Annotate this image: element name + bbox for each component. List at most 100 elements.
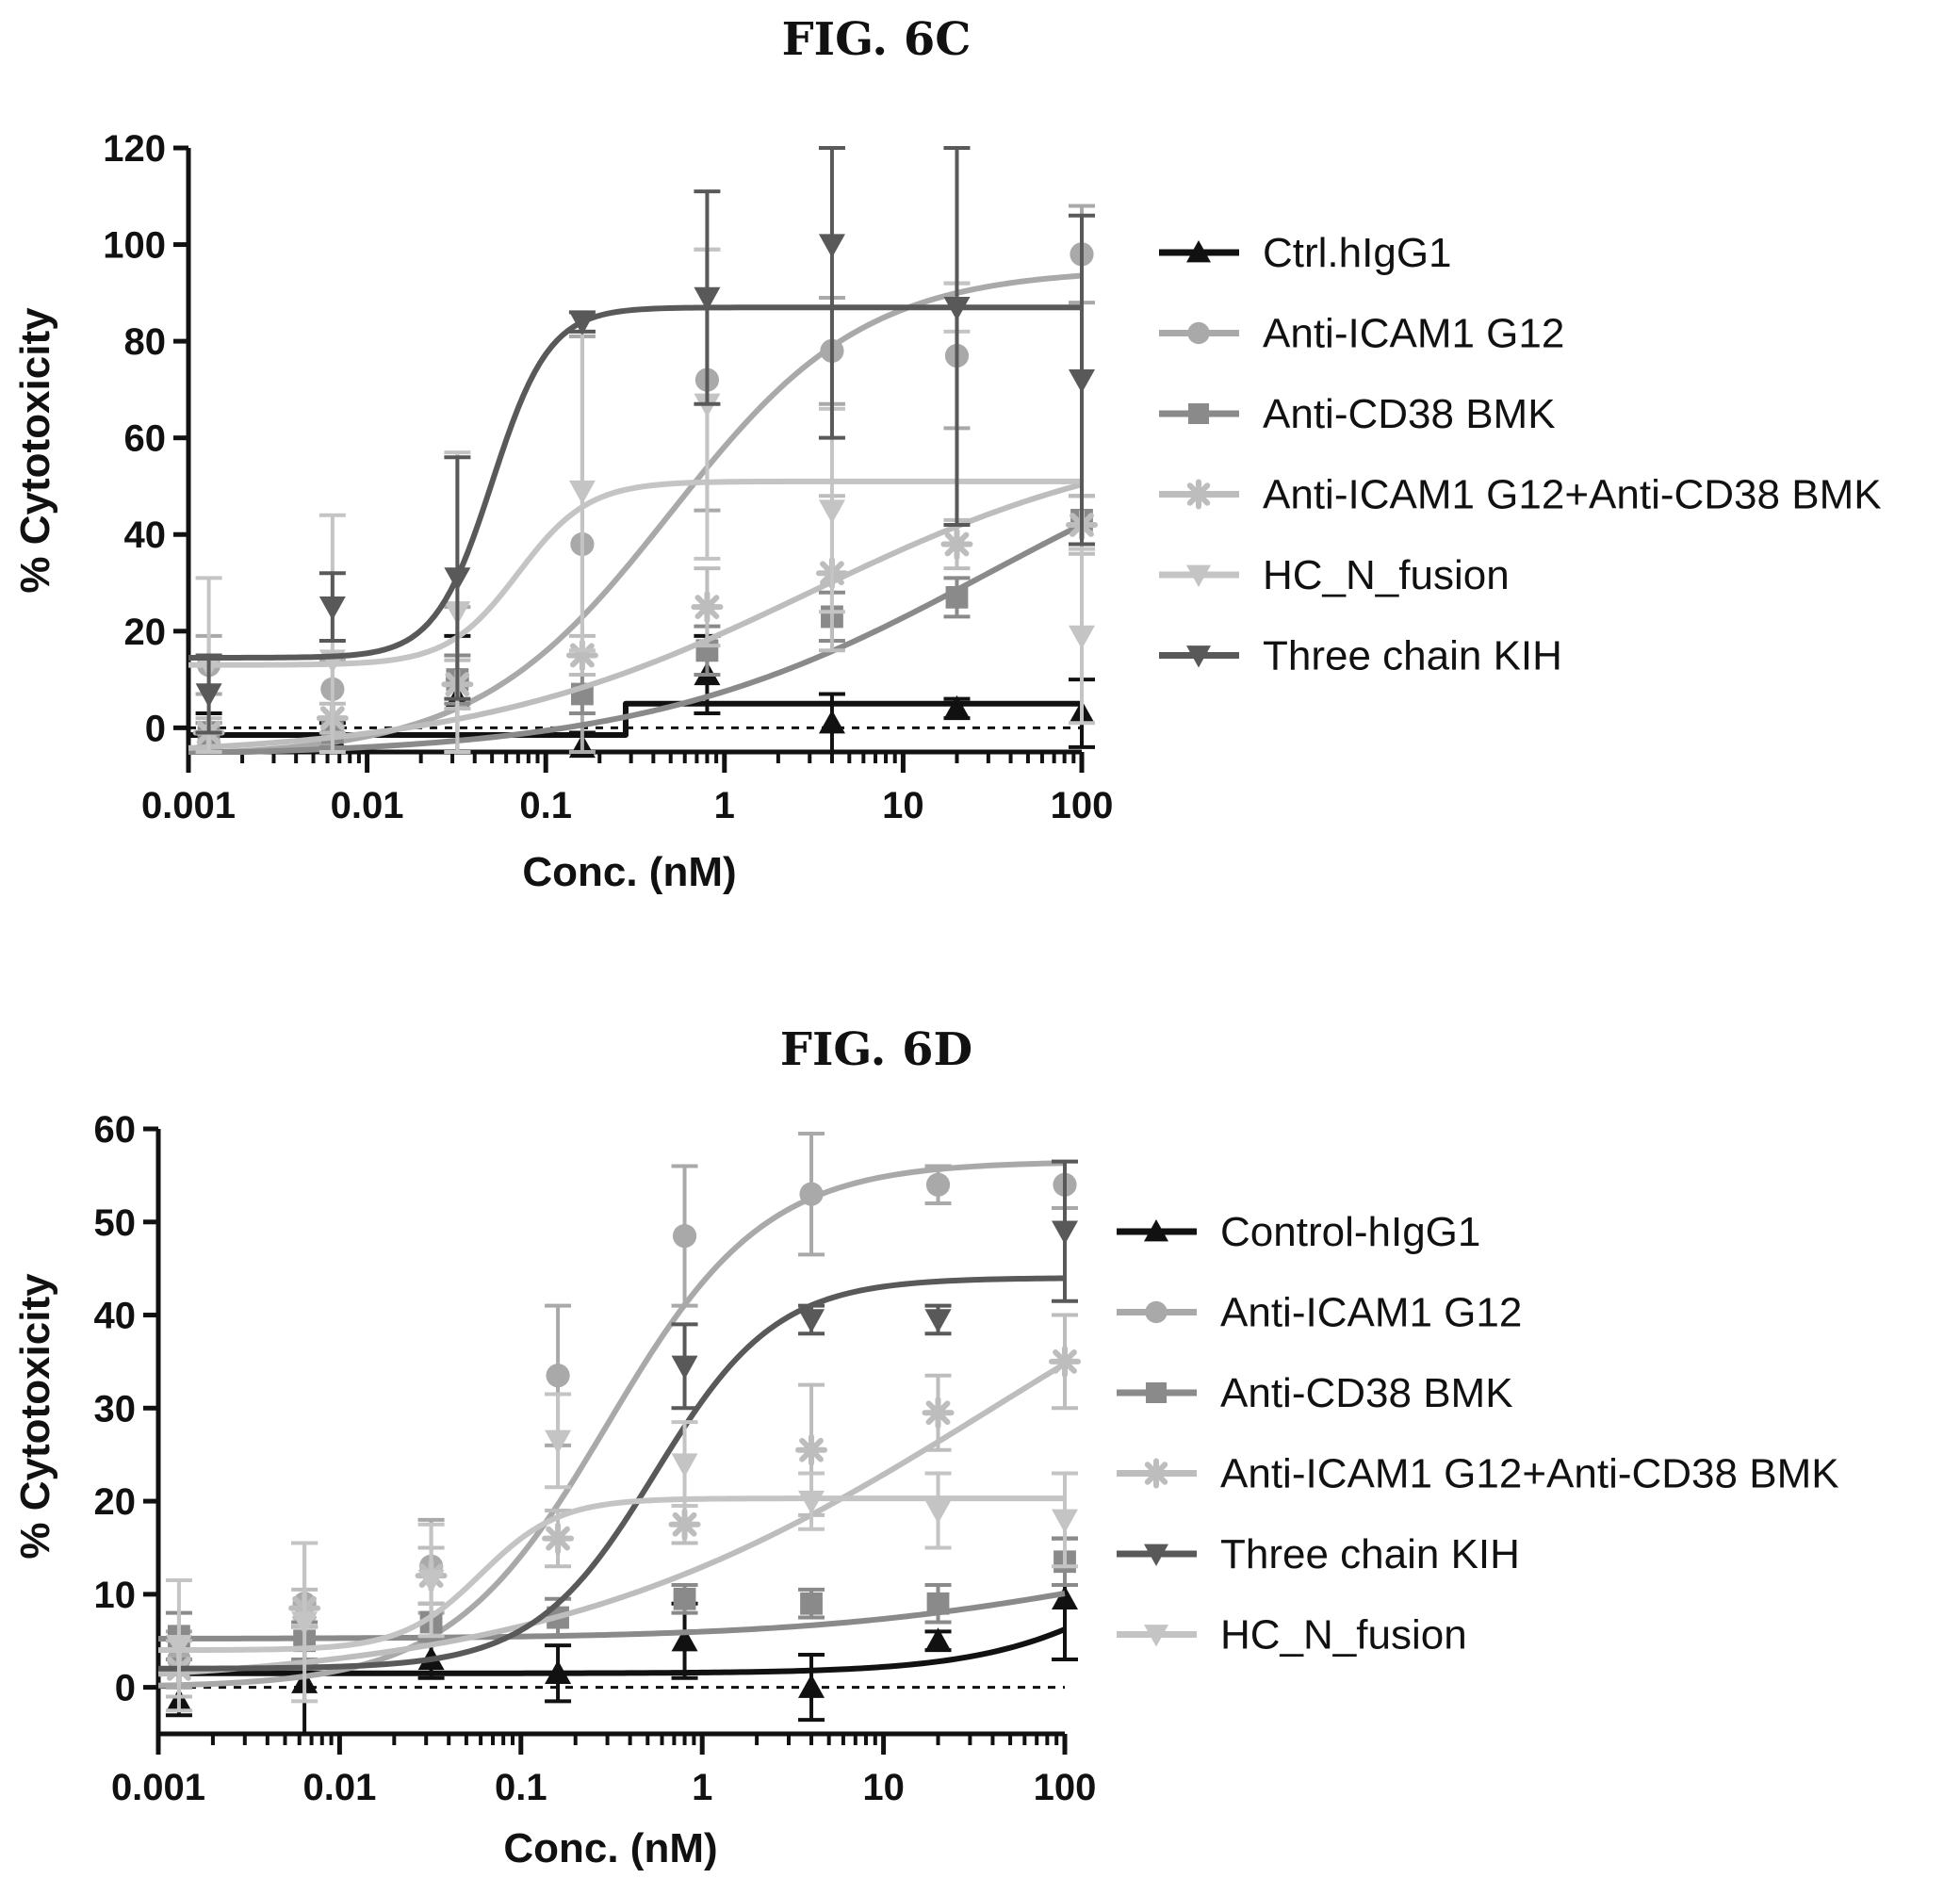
data-point: [1186, 564, 1211, 587]
y-tick-label: 20: [94, 1481, 137, 1523]
legend-label: Anti-ICAM1 G12+Anti-CD38 BMK: [1263, 472, 1882, 518]
data-point: [1144, 1625, 1168, 1647]
y-tick-label: 60: [94, 1109, 137, 1151]
data-point: [1052, 1585, 1078, 1609]
data-point: [943, 297, 971, 321]
legend-item: HC_N_fusion: [1159, 552, 1510, 598]
legend-item: Anti-ICAM1 G12: [1159, 311, 1564, 357]
series: [157, 1159, 1078, 1672]
x-tick-label: 100: [1034, 1767, 1097, 1808]
legend-label: HC_N_fusion: [1220, 1612, 1467, 1658]
fit-curve: [157, 1160, 1066, 1689]
x-tick-label: 1: [692, 1767, 712, 1808]
x-tick-label: 10: [862, 1767, 905, 1808]
x-tick-label: 0.1: [519, 785, 572, 826]
data-point: [291, 1611, 318, 1636]
data-point: [691, 591, 724, 624]
series: [157, 1313, 1081, 1699]
legend-item: Three chain KIH: [1159, 633, 1562, 679]
x-tick-label: 1: [714, 785, 735, 826]
axes: 0 20 40 60 80 100 120 0.001 0.01 0.1 1 10 100: [103, 128, 1113, 826]
data-point: [546, 1364, 570, 1388]
y-tick-label: 40: [94, 1296, 137, 1337]
data-point: [798, 1309, 825, 1333]
data-point: [1186, 240, 1211, 263]
error-bar: [818, 146, 845, 440]
data-point: [924, 1627, 952, 1652]
data-point: [1144, 1219, 1168, 1242]
data-point: [545, 1659, 572, 1684]
legend-label: Ctrl.hIgG1: [1263, 230, 1452, 276]
legend-item: Anti-ICAM1 G12+Anti-CD38 BMK: [1159, 472, 1882, 518]
data-point: [1069, 625, 1095, 649]
data-point: [417, 1569, 445, 1594]
legend-item: Ctrl.hIgG1: [1159, 230, 1452, 276]
data-point: [1145, 1300, 1168, 1324]
legend-label: Anti-CD38 BMK: [1263, 391, 1556, 437]
x-tick-label: 0.01: [331, 785, 404, 826]
data-point: [798, 1674, 825, 1698]
data-point: [1069, 368, 1095, 394]
data-point: [924, 1499, 952, 1524]
data-point: [1187, 321, 1210, 345]
legend-item: Anti-ICAM1 G12: [1117, 1290, 1522, 1336]
legend-label: Three chain KIH: [1220, 1531, 1520, 1577]
legend-item: Anti-ICAM1 G12+Anti-CD38 BMK: [1117, 1451, 1839, 1497]
y-axis-label: % Cytotoxicity: [12, 307, 58, 594]
plot-area: 0 10 20 30 40 50 60 0.001 0.01 0.1 1 10 100: [94, 1109, 1097, 1808]
data-point: [1184, 479, 1214, 510]
legend-item: HC_N_fusion: [1117, 1612, 1467, 1658]
data-point: [568, 311, 596, 335]
legend-label: Anti-ICAM1 G12+Anti-CD38 BMK: [1220, 1451, 1839, 1497]
data-point: [694, 286, 721, 311]
x-tick-label: 0.001: [111, 1767, 205, 1808]
data-point: [672, 1223, 697, 1249]
chart-title: FIG. 6C: [782, 13, 972, 66]
data-point: [800, 1592, 823, 1615]
data-point: [1145, 1381, 1168, 1404]
data-point: [926, 1592, 950, 1615]
data-point: [799, 1182, 824, 1206]
fit-curve: [157, 1275, 1066, 1672]
y-tick-label: 20: [124, 612, 167, 653]
data-point: [943, 694, 971, 720]
series: [188, 247, 1095, 754]
x-tick-label: 10: [882, 785, 924, 826]
chart-panel-6c: FIG. 6C % Cytotoxicity Conc. (nM) 0 20 40 6…: [12, 13, 1882, 895]
x-tick-label: 100: [1051, 785, 1114, 826]
series: [157, 1392, 1078, 1713]
data-point: [1141, 1458, 1171, 1489]
data-point: [925, 1172, 951, 1197]
y-tick-label: 120: [103, 128, 166, 170]
data-point: [542, 1522, 575, 1555]
y-tick-label: 10: [94, 1575, 137, 1616]
data-point: [671, 1453, 698, 1478]
data-point: [818, 710, 845, 734]
legend-item: Anti-CD38 BMK: [1159, 391, 1556, 437]
data-point: [318, 596, 346, 621]
data-point: [545, 1429, 572, 1454]
data-point: [1186, 645, 1211, 668]
fit-curve: [157, 1495, 1065, 1654]
data-point: [940, 528, 973, 561]
data-point: [195, 683, 222, 708]
data-point: [1052, 1220, 1078, 1245]
data-point: [818, 234, 845, 258]
plot-area: 0 20 40 60 80 100 120 0.001 0.01 0.1 1 10 100: [103, 128, 1113, 826]
chart-panel-6d: FIG. 6D % Cytotoxicity Conc. (nM) 0 10 20 3…: [12, 1023, 1839, 1871]
data-point: [1052, 1509, 1078, 1533]
legend-label: Control-hIgG1: [1220, 1209, 1480, 1255]
legend: Control-hIgG1 Anti-ICAM1 G12 Anti-CD38 BMK…: [1117, 1209, 1839, 1658]
data-point: [165, 1634, 192, 1659]
legend-item: Three chain KIH: [1117, 1531, 1520, 1577]
fit-curve: [188, 482, 1083, 751]
data-point: [1049, 1345, 1081, 1378]
x-tick-label: 0.01: [302, 1767, 376, 1808]
fit-curve: [188, 304, 1082, 661]
series: [188, 146, 1095, 735]
data-point: [568, 480, 596, 505]
y-tick-label: 40: [124, 515, 167, 556]
y-tick-label: 0: [145, 708, 166, 749]
y-tick-label: 100: [103, 225, 166, 267]
